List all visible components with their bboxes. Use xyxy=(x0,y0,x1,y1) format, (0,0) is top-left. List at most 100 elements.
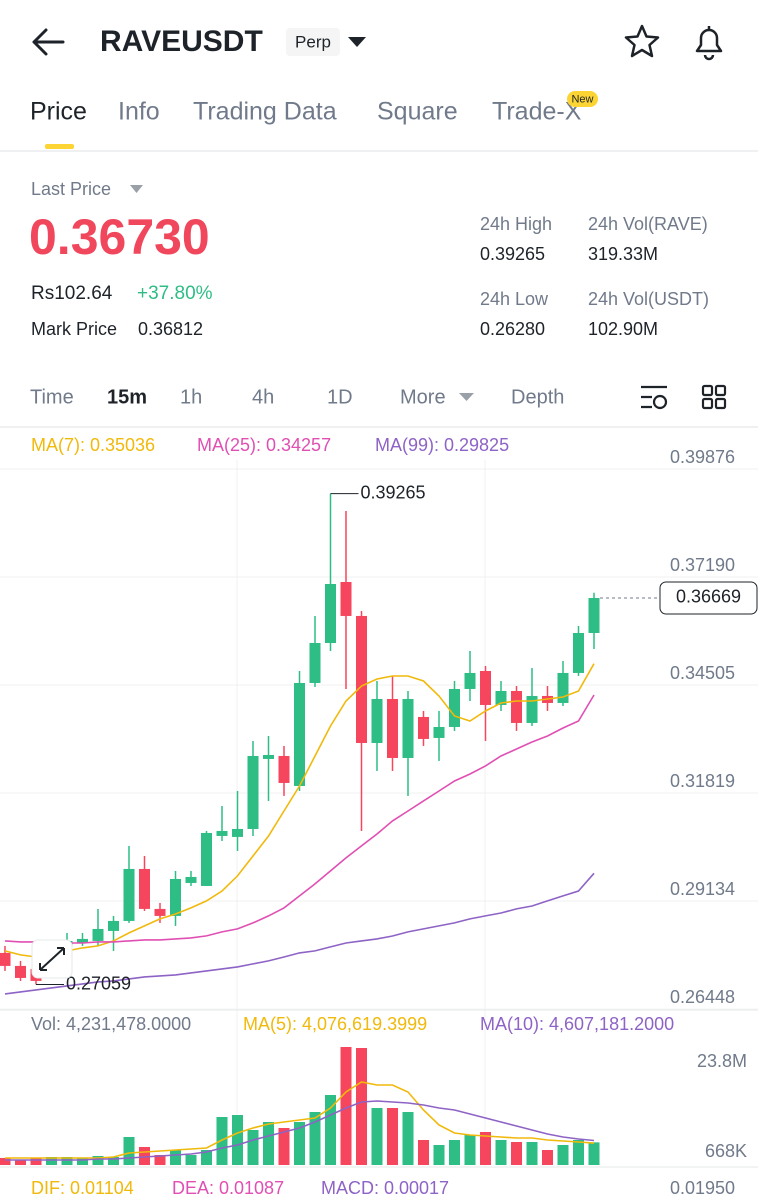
candle-body xyxy=(511,690,522,723)
mark-price: 0.36812 xyxy=(138,319,203,339)
back-button[interactable] xyxy=(32,28,65,56)
candle-body xyxy=(263,754,274,759)
interval[interactable]: 4h xyxy=(252,386,274,408)
interval[interactable]: 1D xyxy=(327,386,353,408)
tab[interactable]: Trade-X xyxy=(492,98,582,126)
favorite-icon[interactable] xyxy=(624,24,660,58)
symbol-title: RAVEUSDT xyxy=(100,25,263,58)
mark-price-label: Mark Price xyxy=(31,319,117,339)
candle-body xyxy=(573,632,584,673)
tab[interactable]: Square xyxy=(377,98,458,126)
last-price-tag: 0.36669 xyxy=(676,587,741,607)
y-tick-label: 0.31819 xyxy=(670,771,735,791)
stat-value: 319.33M xyxy=(588,244,658,264)
label-dropdown[interactable] xyxy=(130,185,143,193)
candle-body xyxy=(294,682,305,786)
candle-body xyxy=(0,952,11,966)
volume-bar xyxy=(30,1157,42,1165)
volume-bar xyxy=(154,1155,166,1165)
volume-bar xyxy=(185,1155,197,1165)
volume-bar xyxy=(108,1157,119,1165)
volume-bar xyxy=(61,1157,73,1165)
interval[interactable]: More xyxy=(400,386,446,408)
ma-line xyxy=(4,694,595,944)
alert-icon[interactable] xyxy=(695,26,723,61)
interval[interactable]: Depth xyxy=(511,386,564,408)
price-change: +37.80% xyxy=(137,283,213,304)
interval[interactable]: Time xyxy=(30,386,74,408)
macd-label: MACD: 0.00017 xyxy=(321,1178,449,1198)
candle-body xyxy=(449,688,460,727)
indicator-settings-icon[interactable] xyxy=(641,385,668,410)
candle-body xyxy=(185,876,197,883)
volume-bar xyxy=(0,1157,11,1165)
tab[interactable]: Trading Data xyxy=(193,98,337,126)
volume-bar xyxy=(387,1108,398,1165)
candle-body xyxy=(154,908,166,916)
candle-body xyxy=(387,698,398,758)
candle-body xyxy=(247,755,259,829)
candle-body xyxy=(433,726,445,738)
volume-bar xyxy=(356,1047,367,1165)
candle-body xyxy=(92,928,104,941)
volume-bar xyxy=(418,1139,429,1165)
candle-body xyxy=(201,832,212,886)
tab[interactable]: Info xyxy=(118,98,160,126)
candle-body xyxy=(108,920,119,931)
ma-line xyxy=(4,663,595,958)
volume-bar xyxy=(309,1111,321,1165)
volume-bar xyxy=(247,1129,259,1165)
volume-bar xyxy=(464,1134,476,1165)
volume-bar xyxy=(232,1115,243,1165)
interval[interactable]: 1h xyxy=(180,386,202,408)
y-tick-label: 668K xyxy=(705,1141,747,1161)
candle-body xyxy=(480,670,491,705)
new-badge: New xyxy=(571,93,593,105)
volume-bar xyxy=(588,1142,600,1165)
candle-body xyxy=(340,581,352,616)
volume-bar xyxy=(557,1145,569,1165)
volume-bar xyxy=(511,1141,522,1165)
tab[interactable]: Price xyxy=(30,98,87,126)
candle-body xyxy=(139,868,150,909)
volume-label: Vol: 4,231,478.0000 xyxy=(31,1014,191,1034)
candle-body xyxy=(495,690,507,705)
volume-bar xyxy=(325,1094,336,1165)
volume-ma-line xyxy=(5,1081,595,1159)
volume-bar xyxy=(92,1156,104,1165)
candle-body xyxy=(309,642,321,683)
volume-bar xyxy=(216,1116,228,1165)
candle-body xyxy=(278,755,290,783)
last-price-label: Last Price xyxy=(31,179,111,199)
macd-label: DIF: 0.01104 xyxy=(31,1178,134,1198)
new-badge-bg xyxy=(567,91,598,107)
volume-bar xyxy=(263,1122,274,1165)
y-tick-label: 0.29134 xyxy=(670,879,735,899)
stat-label: 24h Vol(USDT) xyxy=(588,289,709,309)
volume-bar xyxy=(77,1157,88,1165)
plot: 0.39876 0.37190 0.34505 0.31819 0.29134 0.264… xyxy=(0,435,758,1165)
volume-bar xyxy=(170,1150,181,1165)
candle-body xyxy=(356,615,367,743)
stat-label: 24h Vol(RAVE) xyxy=(588,214,708,234)
volume-bar xyxy=(123,1137,135,1165)
layout-icon[interactable] xyxy=(701,384,727,410)
fiat-price: Rs102.64 xyxy=(31,283,113,304)
symbol-dropdown[interactable] xyxy=(348,37,366,47)
volume-bar xyxy=(278,1128,290,1165)
expand-button[interactable] xyxy=(31,939,73,979)
legend-entry: MA(25): 0.34257 xyxy=(197,435,331,455)
candle-body xyxy=(402,698,414,758)
legend-entry: MA(10): 4,607,181.2000 xyxy=(480,1014,674,1034)
more-dropdown[interactable] xyxy=(459,393,474,401)
candle-body xyxy=(123,868,135,921)
volume-bar xyxy=(15,1159,26,1165)
candle-body xyxy=(77,938,88,943)
volume-bar xyxy=(495,1139,507,1165)
candle-body xyxy=(216,830,228,836)
y-tick-label: 0.39876 xyxy=(670,447,735,467)
volume-bar xyxy=(201,1150,212,1165)
interval[interactable]: 15m xyxy=(107,386,147,408)
